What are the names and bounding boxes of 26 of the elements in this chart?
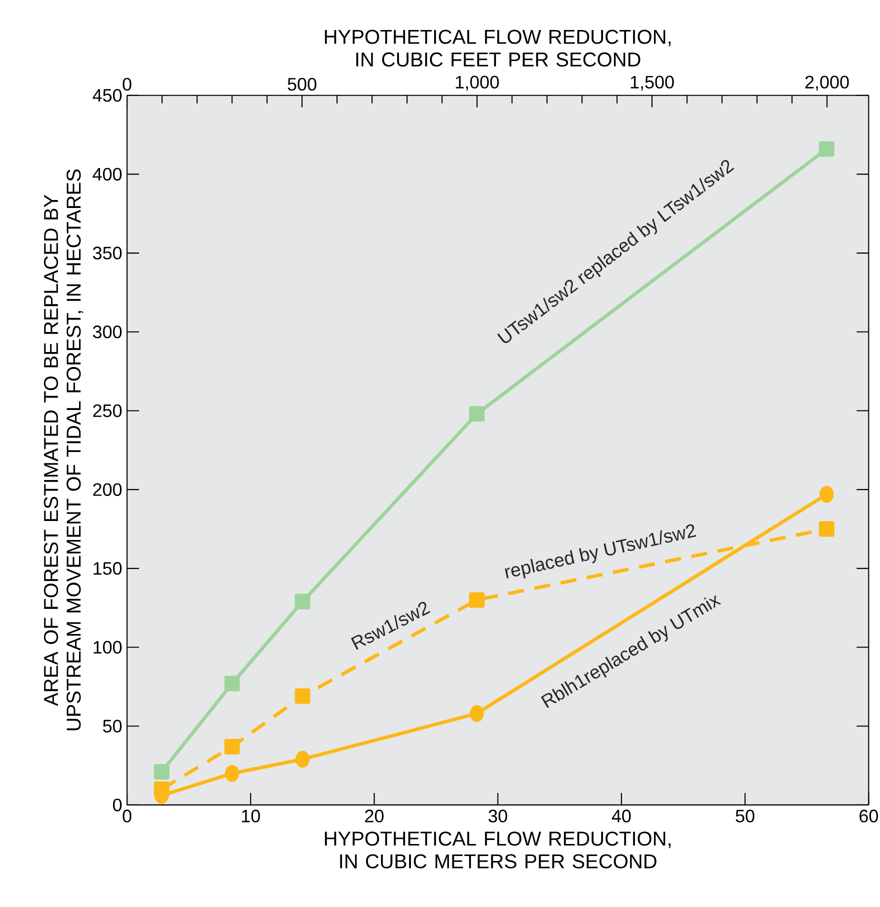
y-tick-label: 350 (92, 246, 122, 260)
x-axis-title: HYPOTHETICAL FLOW REDUCTION, IN CUBIC METERS PER SECOND (324, 832, 670, 868)
x-tick-label: 0 (122, 810, 132, 822)
y-tick-label: 300 (92, 326, 122, 338)
x-tick-label: 30 (488, 810, 507, 822)
x2-tick-label: 500 (288, 78, 316, 91)
x2-tick-label: 1,500 (630, 76, 674, 91)
y-tick-label: 400 (92, 168, 122, 181)
x-tick-label: 10 (242, 810, 260, 822)
y-tick-label: 250 (93, 404, 122, 418)
x2-tick-label: 0 (122, 78, 132, 91)
y-tick-label: 450 (92, 88, 122, 102)
x2-tick-label: 1,000 (456, 76, 499, 91)
y-tick-label: 200 (93, 483, 122, 496)
x-tick-label: 50 (736, 810, 754, 822)
y-axis-title: AREA OF FOREST ESTIMATED TO BE REPLACED BY UPSTREAM MOVEMENT OF TIDAL FOREST, IN HECTARES (44, 169, 83, 730)
x2-tick-label: 2,000 (805, 76, 849, 91)
x-tick-label: 40 (612, 810, 631, 822)
x2-axis-title: HYPOTHETICAL FLOW REDUCTION, IN CUBIC FEET PER SECOND (324, 30, 670, 67)
x-tick-label: 20 (364, 810, 384, 822)
y-tick-label: 50 (102, 720, 122, 732)
x-tick-label: 60 (859, 810, 878, 822)
annotation: replaced by UTsw1/sw2 (504, 524, 696, 579)
y-tick-label: 150 (94, 562, 122, 575)
y-tick-label: 0 (112, 798, 122, 812)
y-tick-label: 100 (94, 640, 122, 654)
